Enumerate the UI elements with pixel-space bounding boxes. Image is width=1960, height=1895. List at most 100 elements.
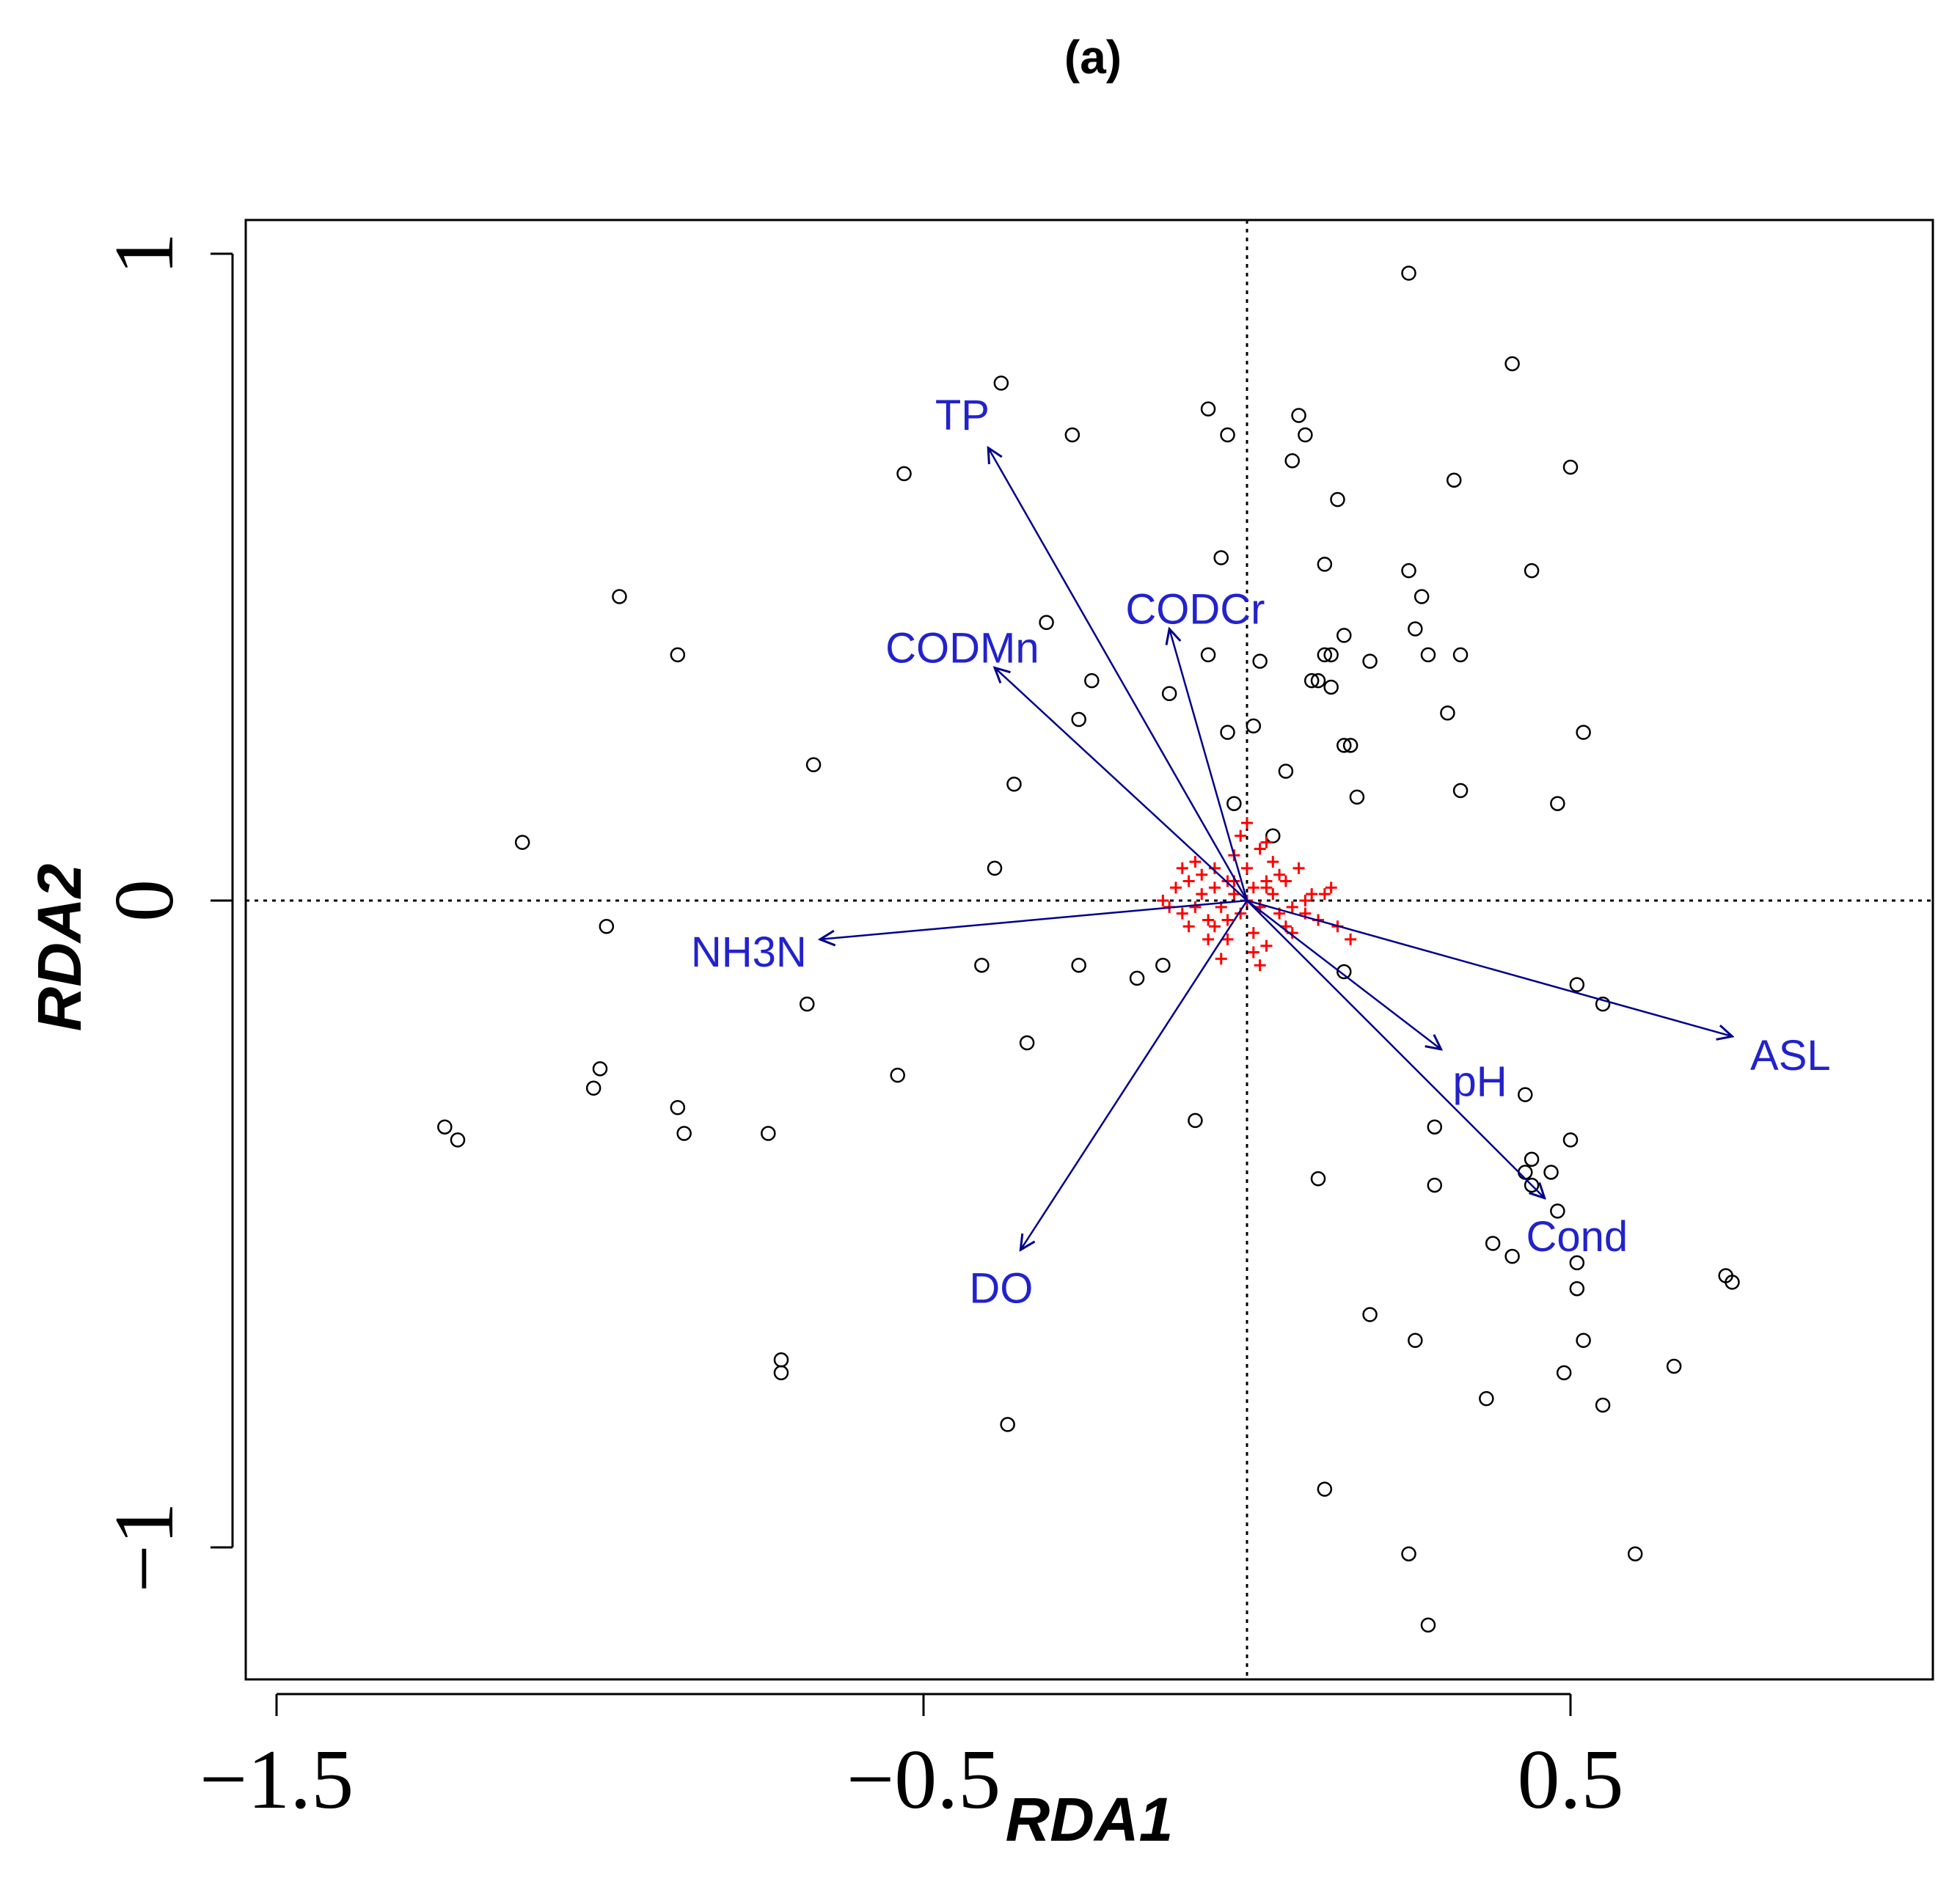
site-point xyxy=(1408,621,1423,637)
vector-ph: pH xyxy=(1246,900,1507,1105)
site-point xyxy=(1252,653,1268,669)
site-point xyxy=(1342,738,1359,753)
site-point xyxy=(1518,1087,1533,1102)
site-point xyxy=(1414,589,1430,604)
site-point xyxy=(1317,557,1333,572)
vector-label: ASL xyxy=(1750,1032,1831,1080)
site-point xyxy=(1323,647,1339,663)
species-point xyxy=(1254,843,1266,855)
species-point xyxy=(1247,927,1259,939)
site-point xyxy=(1452,647,1469,663)
species-point xyxy=(1196,868,1208,881)
vector-label: DO xyxy=(969,1265,1033,1313)
species-point xyxy=(1267,888,1279,901)
y-tick-label: 0 xyxy=(98,879,191,922)
species-point xyxy=(1241,862,1253,874)
site-point xyxy=(896,466,912,482)
vector-cond: Cond xyxy=(1246,900,1628,1261)
site-point xyxy=(1220,725,1235,740)
site-point xyxy=(1550,796,1565,811)
site-point xyxy=(1310,1171,1326,1187)
site-point xyxy=(1362,653,1378,669)
site-point xyxy=(1485,1236,1501,1251)
species-point xyxy=(1306,888,1318,901)
vector-arrow xyxy=(995,667,1248,901)
species-point xyxy=(1325,881,1337,894)
site-point xyxy=(890,1067,905,1083)
y-tick-label: 1 xyxy=(98,232,191,275)
site-point xyxy=(1284,452,1300,469)
x-axis-title: RDA1 xyxy=(1006,1785,1174,1854)
vector-tp: TP xyxy=(935,392,1248,901)
y-axis: 1 0 −1 xyxy=(98,232,234,1593)
vector-asl: ASL xyxy=(1246,899,1831,1080)
site-point xyxy=(1129,970,1145,986)
site-point xyxy=(1576,1333,1591,1349)
species-point xyxy=(1345,933,1357,945)
species-point xyxy=(1208,862,1221,874)
vector-do: DO xyxy=(969,900,1248,1313)
site-point xyxy=(670,1099,686,1115)
site-point xyxy=(1155,957,1171,973)
site-point xyxy=(1246,718,1262,734)
site-point xyxy=(1427,1119,1443,1135)
species-point xyxy=(1208,881,1221,894)
species-point xyxy=(1260,881,1273,894)
vector-label: CODMn xyxy=(885,625,1039,672)
site-point xyxy=(1317,647,1333,663)
x-tick-label: −1.5 xyxy=(200,1733,354,1827)
site-point xyxy=(1336,628,1352,643)
site-point xyxy=(1310,672,1326,689)
site-point xyxy=(1504,1248,1520,1264)
vector-arrow xyxy=(1246,900,1545,1198)
vector-arrow xyxy=(1246,899,1733,1036)
species-point xyxy=(1176,907,1188,920)
site-point xyxy=(1479,1390,1494,1407)
site-point xyxy=(1524,1151,1540,1168)
vector-label: TP xyxy=(935,392,990,439)
site-point xyxy=(1401,1546,1416,1562)
species-point xyxy=(1247,946,1259,959)
site-point xyxy=(1362,1307,1378,1322)
site-point xyxy=(1000,1417,1015,1432)
site-point xyxy=(1401,562,1416,579)
site-point xyxy=(1084,672,1100,689)
site-point xyxy=(585,1080,601,1096)
vector-arrow xyxy=(1246,900,1441,1049)
site-point xyxy=(1550,1203,1565,1219)
site-point xyxy=(1595,1397,1611,1413)
site-point xyxy=(670,647,686,663)
site-point xyxy=(1200,401,1216,417)
site-point xyxy=(1452,782,1469,799)
x-tick-label: 0.5 xyxy=(1518,1733,1624,1827)
x-axis: −1.5 −0.5 0.5 xyxy=(200,1693,1624,1827)
vector-arrow xyxy=(988,448,1248,901)
site-point xyxy=(1323,679,1339,695)
vector-label: NH3N xyxy=(691,928,807,976)
site-point xyxy=(1666,1358,1682,1374)
site-point xyxy=(1569,1280,1585,1297)
vector-codmn: CODMn xyxy=(885,625,1248,901)
species-point xyxy=(1228,888,1240,901)
site-point xyxy=(1039,615,1054,630)
site-point xyxy=(1595,996,1611,1012)
species-point xyxy=(1189,856,1202,868)
reference-lines xyxy=(246,220,1933,1679)
species-point xyxy=(1241,817,1253,829)
species-point xyxy=(1196,888,1208,901)
site-point xyxy=(1019,1035,1035,1051)
site-point xyxy=(676,1126,692,1141)
vector-arrow xyxy=(820,899,1248,939)
site-point xyxy=(450,1132,466,1148)
x-tick-label: −0.5 xyxy=(846,1733,1001,1827)
environmental-vectors: TP CODCr CODMn NH3N DO pH Cond ASL xyxy=(691,392,1831,1313)
site-point xyxy=(1006,776,1022,792)
site-point xyxy=(1161,686,1177,702)
site-point xyxy=(993,375,1009,391)
panel-label: (a) xyxy=(1064,31,1122,84)
site-point xyxy=(592,1061,608,1077)
species-point xyxy=(1169,881,1182,894)
species-point xyxy=(1157,895,1169,906)
site-point xyxy=(1317,1481,1333,1497)
species-point xyxy=(1286,901,1298,913)
